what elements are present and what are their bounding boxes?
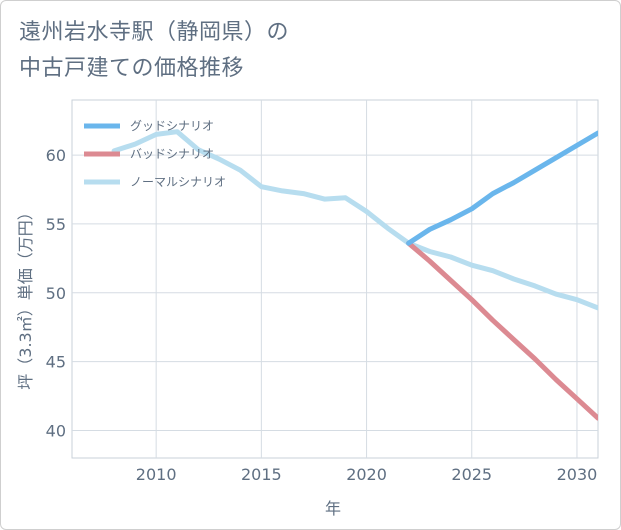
data-series [111, 129, 598, 421]
series-line-good [406, 130, 598, 246]
legend-label-good: グッドシナリオ [130, 119, 214, 133]
chart-title-line2: 中古戸建ての価格推移 [19, 56, 245, 81]
x-tick-label: 2015 [241, 465, 282, 484]
series-line-bad [406, 240, 598, 421]
y-axis-label: 坪（3.3㎡）単価（万円） [16, 204, 35, 389]
y-axis-ticks: 40 45 50 55 60 [46, 146, 66, 440]
chart-title: 遠州岩水寺駅（静岡県）の 中古戸建ての価格推移 [19, 15, 289, 87]
y-tick-label: 50 [46, 284, 66, 303]
series-line-normal [111, 129, 598, 311]
x-tick-label: 2010 [136, 465, 177, 484]
legend-label-bad: バッドシナリオ [130, 147, 214, 161]
y-tick-label: 60 [46, 146, 66, 165]
y-tick-label: 55 [46, 215, 66, 234]
y-tick-label: 40 [46, 421, 66, 440]
legend-label-normal: ノーマルシナリオ [130, 175, 226, 189]
y-tick-label: 45 [46, 353, 66, 372]
x-axis-label: 年 [325, 499, 341, 518]
grid-lines [72, 100, 598, 458]
chart-title-line1: 遠州岩水寺駅（静岡県）の [19, 20, 290, 45]
x-tick-label: 2020 [346, 465, 387, 484]
x-axis-ticks: 2010 2015 2020 2025 2030 [136, 465, 598, 484]
x-tick-label: 2025 [451, 465, 492, 484]
x-tick-label: 2030 [557, 465, 598, 484]
